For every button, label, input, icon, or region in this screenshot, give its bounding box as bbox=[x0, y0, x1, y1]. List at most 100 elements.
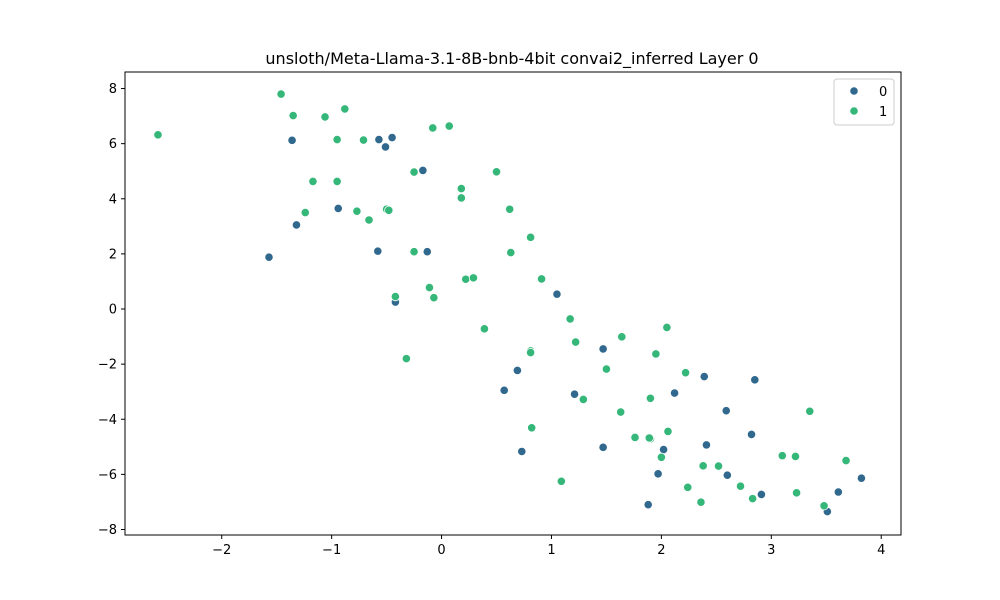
data-point-series-1 bbox=[651, 349, 661, 359]
y-tick-label: −6 bbox=[98, 468, 117, 483]
data-point-series-0 bbox=[569, 389, 580, 399]
data-point-series-0 bbox=[598, 344, 608, 354]
x-tick-label: 1 bbox=[547, 543, 555, 558]
data-point-series-1 bbox=[468, 273, 479, 283]
data-point-series-0 bbox=[699, 371, 709, 382]
data-point-series-1 bbox=[662, 322, 672, 333]
data-point-series-0 bbox=[722, 470, 732, 480]
data-point-series-1 bbox=[340, 104, 350, 114]
data-point-series-1 bbox=[578, 394, 588, 405]
data-point-series-0 bbox=[499, 385, 509, 395]
data-point-series-1 bbox=[696, 497, 706, 507]
data-point-series-0 bbox=[756, 489, 767, 500]
data-point-series-0 bbox=[387, 132, 397, 143]
legend: 0 1 bbox=[833, 78, 895, 126]
legend-marker-0 bbox=[849, 86, 859, 96]
data-point-series-1 bbox=[791, 488, 802, 498]
legend-label-1: 1 bbox=[879, 105, 887, 120]
data-point-series-1 bbox=[713, 461, 724, 471]
data-point-series-0 bbox=[750, 375, 760, 385]
data-point-series-0 bbox=[422, 247, 432, 257]
x-tick-label: 0 bbox=[437, 543, 445, 558]
data-point-series-0 bbox=[833, 487, 843, 497]
data-point-series-1 bbox=[444, 121, 454, 131]
data-point-series-0 bbox=[598, 442, 608, 452]
data-point-series-1 bbox=[777, 451, 787, 461]
y-tick-label: 0 bbox=[109, 303, 117, 318]
x-axis: −2 −1 0 1 2 3 4 bbox=[212, 535, 885, 558]
data-point-series-1 bbox=[630, 432, 640, 443]
data-point-series-0 bbox=[291, 220, 302, 230]
x-tick-label: −2 bbox=[212, 543, 231, 558]
y-tick-label: −4 bbox=[98, 413, 117, 428]
data-point-series-1 bbox=[525, 347, 536, 358]
data-point-series-1 bbox=[456, 183, 466, 194]
x-tick-label: 4 bbox=[877, 543, 885, 558]
legend-marker-1 bbox=[849, 106, 859, 116]
data-point-series-1 bbox=[276, 89, 286, 99]
data-point-series-1 bbox=[352, 206, 362, 216]
data-point-series-1 bbox=[645, 393, 655, 403]
data-point-series-1 bbox=[698, 461, 708, 471]
data-point-series-1 bbox=[790, 451, 801, 462]
y-axis: −8 −6 −4 −2 0 2 4 6 8 bbox=[98, 82, 125, 538]
data-point-series-1 bbox=[683, 482, 693, 492]
data-point-series-1 bbox=[571, 337, 581, 347]
data-point-series-1 bbox=[428, 123, 438, 133]
data-point-series-0 bbox=[721, 406, 731, 416]
data-point-series-1 bbox=[819, 501, 829, 511]
data-points bbox=[153, 89, 867, 517]
data-point-series-1 bbox=[601, 364, 612, 374]
x-tick-label: 2 bbox=[657, 543, 665, 558]
legend-box bbox=[833, 78, 895, 126]
data-point-series-1 bbox=[565, 314, 575, 324]
y-tick-label: 4 bbox=[109, 192, 117, 207]
data-point-series-1 bbox=[527, 423, 537, 433]
data-point-series-1 bbox=[656, 452, 666, 462]
data-point-series-1 bbox=[332, 176, 342, 187]
data-point-series-1 bbox=[308, 176, 318, 187]
chart-title: unsloth/Meta-Llama-3.1-8B-bnb-4bit conva… bbox=[265, 49, 758, 69]
data-point-series-0 bbox=[643, 500, 653, 510]
data-point-series-0 bbox=[380, 142, 391, 152]
data-point-series-1 bbox=[364, 215, 374, 225]
data-point-series-1 bbox=[409, 167, 419, 177]
data-point-series-0 bbox=[374, 134, 384, 145]
data-point-series-1 bbox=[390, 292, 400, 302]
data-point-series-0 bbox=[287, 135, 297, 145]
data-point-series-1 bbox=[479, 324, 490, 334]
data-point-series-0 bbox=[856, 473, 867, 483]
x-tick-label: −1 bbox=[322, 543, 341, 558]
data-point-series-1 bbox=[505, 204, 515, 214]
data-point-series-0 bbox=[746, 429, 757, 440]
data-point-series-1 bbox=[409, 247, 419, 257]
data-point-series-1 bbox=[506, 247, 516, 258]
data-point-series-1 bbox=[288, 110, 298, 121]
data-point-series-1 bbox=[644, 433, 654, 443]
data-point-series-1 bbox=[680, 368, 691, 378]
data-point-series-1 bbox=[332, 134, 342, 145]
data-point-series-1 bbox=[300, 207, 310, 218]
data-point-series-1 bbox=[616, 407, 626, 417]
data-point-series-0 bbox=[669, 388, 680, 398]
data-point-series-0 bbox=[512, 365, 522, 376]
data-point-series-1 bbox=[556, 476, 566, 486]
data-point-series-1 bbox=[358, 135, 369, 145]
data-point-series-1 bbox=[663, 426, 673, 436]
data-point-series-0 bbox=[418, 165, 428, 175]
legend-label-0: 0 bbox=[879, 85, 887, 100]
data-point-series-1 bbox=[617, 332, 627, 342]
data-point-series-1 bbox=[805, 406, 815, 416]
plot-frame bbox=[124, 71, 902, 536]
data-point-series-1 bbox=[735, 481, 746, 491]
y-tick-label: 6 bbox=[109, 137, 117, 152]
y-tick-label: 8 bbox=[109, 82, 117, 97]
data-point-series-0 bbox=[373, 246, 383, 256]
data-point-series-1 bbox=[429, 293, 439, 303]
data-point-series-1 bbox=[153, 130, 163, 140]
data-point-series-0 bbox=[517, 446, 527, 457]
data-point-series-1 bbox=[748, 494, 758, 504]
data-point-series-1 bbox=[320, 112, 330, 122]
data-point-series-0 bbox=[333, 203, 343, 214]
